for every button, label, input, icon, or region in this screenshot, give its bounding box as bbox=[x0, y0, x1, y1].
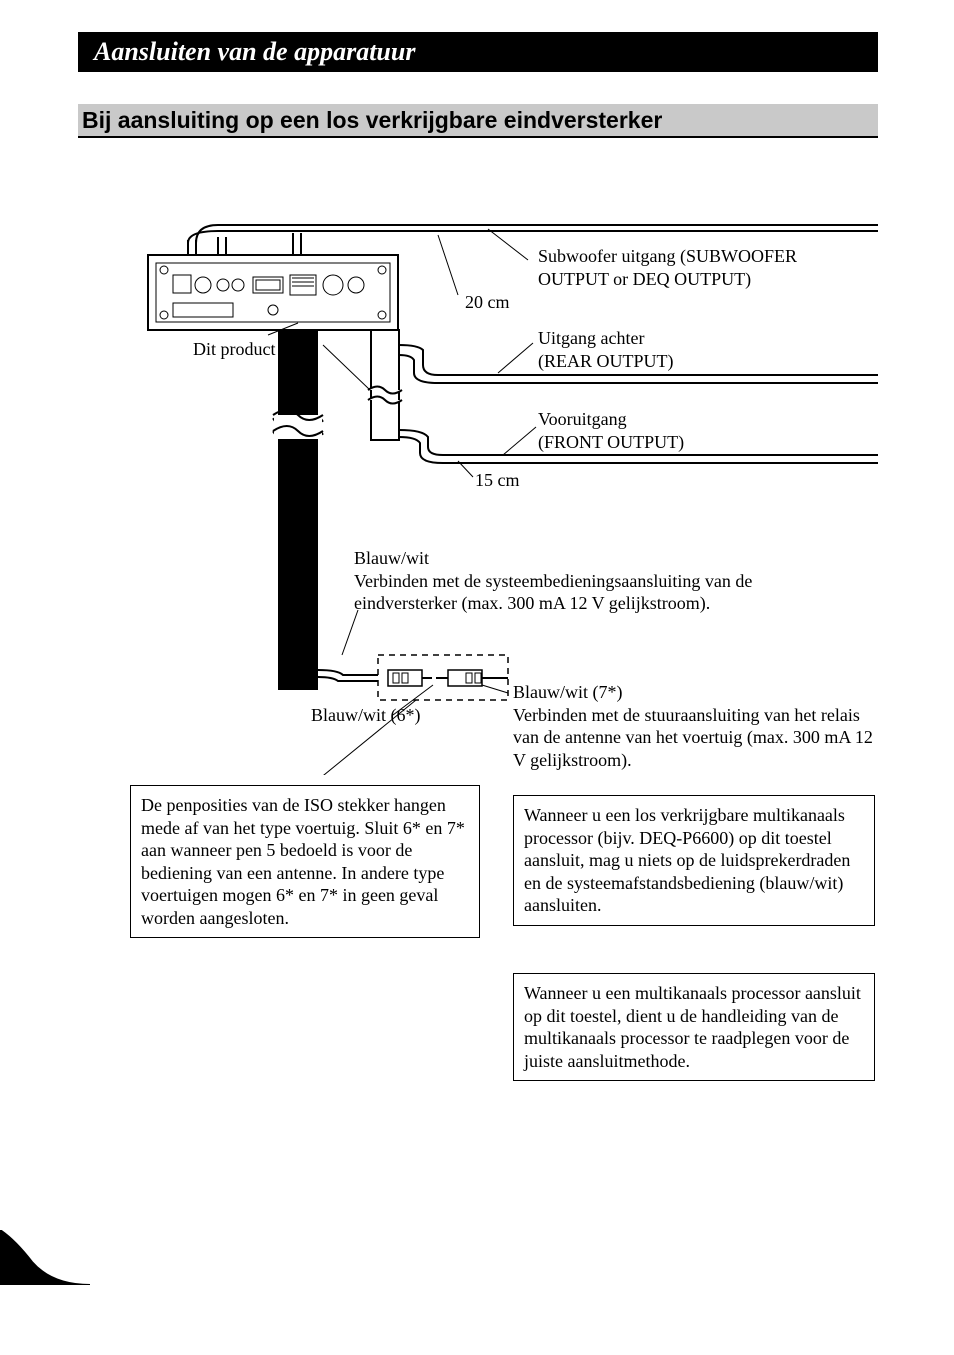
section-header-bar: Aansluiten van de apparatuur bbox=[78, 32, 878, 72]
manual-note-text: Wanneer u een multikanaals processor aan… bbox=[524, 983, 861, 1071]
front-output-label: Vooruitgang (FRONT OUTPUT) bbox=[538, 408, 684, 453]
left-connector-label: Blauw/wit (6*) bbox=[311, 704, 421, 727]
length-15cm-label: 15 cm bbox=[475, 469, 520, 492]
product-label: Dit product bbox=[193, 338, 276, 361]
iso-note-box: De penposities van de ISO stekker hangen… bbox=[130, 785, 480, 938]
subwoofer-line1: Subwoofer uitgang (SUBWOOFER bbox=[538, 246, 797, 266]
front-line2: (FRONT OUTPUT) bbox=[538, 432, 684, 452]
page-number: 5 bbox=[38, 1239, 51, 1269]
front-line1: Vooruitgang bbox=[538, 409, 627, 429]
right-conn-body: Verbinden met de stuuraansluiting van he… bbox=[513, 705, 873, 770]
iso-note-text: De penposities van de ISO stekker hangen… bbox=[141, 795, 465, 928]
manual-note-box: Wanneer u een multikanaals processor aan… bbox=[513, 973, 875, 1081]
deq-note-box: Wanneer u een los verkrijgbare multikana… bbox=[513, 795, 875, 926]
blue-white-body: Verbinden met de systeembedieningsaanslu… bbox=[354, 571, 752, 614]
section-title: Aansluiten van de apparatuur bbox=[94, 37, 415, 67]
length-20cm-label: 20 cm bbox=[465, 291, 510, 314]
subsection-title: Bij aansluiting op een los verkrijgbare … bbox=[82, 107, 662, 134]
diagram-area: Dit product Subwoofer uitgang (SUBWOOFER… bbox=[78, 215, 878, 1075]
subsection-header-bar: Bij aansluiting op een los verkrijgbare … bbox=[78, 104, 878, 138]
right-conn-title: Blauw/wit (7*) bbox=[513, 682, 623, 702]
blue-white-block: Blauw/wit Verbinden met de systeembedien… bbox=[354, 547, 824, 615]
deq-note-text: Wanneer u een los verkrijgbare multikana… bbox=[524, 805, 850, 915]
subwoofer-line2: OUTPUT or DEQ OUTPUT) bbox=[538, 269, 751, 289]
subwoofer-output-label: Subwoofer uitgang (SUBWOOFER OUTPUT or D… bbox=[538, 245, 797, 290]
rear-line2: (REAR OUTPUT) bbox=[538, 351, 674, 371]
blue-white-title: Blauw/wit bbox=[354, 548, 429, 568]
rear-output-label: Uitgang achter (REAR OUTPUT) bbox=[538, 327, 674, 372]
right-connector-block: Blauw/wit (7*) Verbinden met de stuuraan… bbox=[513, 681, 873, 771]
rear-line1: Uitgang achter bbox=[538, 328, 644, 348]
